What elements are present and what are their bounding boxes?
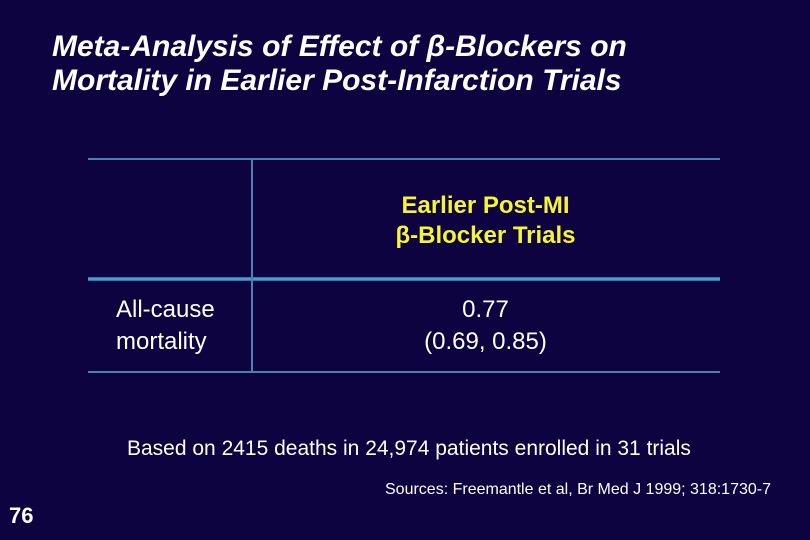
table-column-header: Earlier Post-MI β-Blocker Trials bbox=[251, 191, 720, 251]
row-value-confidence-interval: (0.69, 0.85) bbox=[424, 328, 547, 355]
row-label-line-2: mortality bbox=[116, 328, 207, 355]
table-column-divider-rule bbox=[251, 158, 253, 372]
title-line-1: Meta-Analysis of Effect of β-Blockers on bbox=[52, 30, 627, 63]
column-header-line-2: β-Blocker Trials bbox=[395, 222, 576, 249]
row-label-line-1: All-cause bbox=[116, 296, 215, 323]
table-row-value: 0.77 (0.69, 0.85) bbox=[251, 294, 720, 358]
column-header-line-1: Earlier Post-MI bbox=[401, 192, 570, 219]
slide-title: Meta-Analysis of Effect of β-Blockers on… bbox=[52, 30, 627, 98]
title-line-2: Mortality in Earlier Post-Infarction Tri… bbox=[52, 64, 622, 97]
row-value-estimate: 0.77 bbox=[462, 296, 509, 323]
footnote: Based on 2415 deaths in 24,974 patients … bbox=[127, 437, 691, 460]
source-citation: Sources: Freemantle et al, Br Med J 1999… bbox=[385, 481, 771, 498]
table-row-label: All-cause mortality bbox=[116, 294, 215, 358]
page-number: 76 bbox=[9, 503, 34, 528]
table-header-divider-rule bbox=[88, 277, 720, 281]
table-top-rule bbox=[88, 158, 720, 160]
table-bottom-rule bbox=[88, 371, 720, 373]
